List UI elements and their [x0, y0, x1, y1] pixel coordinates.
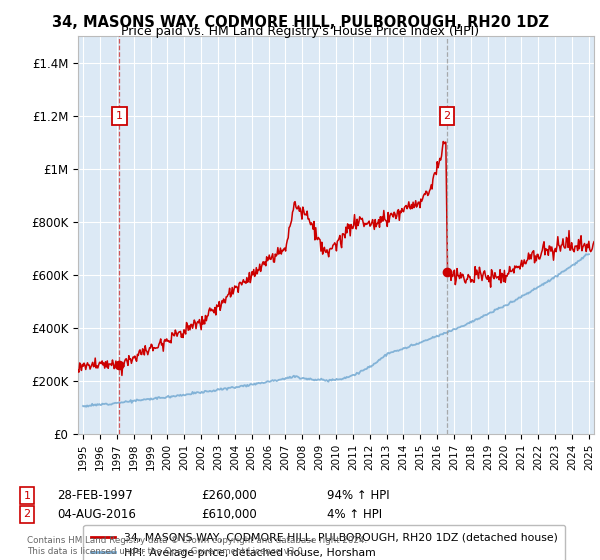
Text: 28-FEB-1997: 28-FEB-1997: [57, 489, 133, 502]
Text: 1: 1: [116, 111, 123, 121]
Text: 2: 2: [443, 111, 451, 121]
Text: Price paid vs. HM Land Registry's House Price Index (HPI): Price paid vs. HM Land Registry's House …: [121, 25, 479, 38]
Text: 2: 2: [23, 509, 31, 519]
Text: Contains HM Land Registry data © Crown copyright and database right 2024.
This d: Contains HM Land Registry data © Crown c…: [27, 536, 367, 556]
Text: 34, MASONS WAY, CODMORE HILL, PULBOROUGH, RH20 1DZ: 34, MASONS WAY, CODMORE HILL, PULBOROUGH…: [52, 15, 548, 30]
Text: 94% ↑ HPI: 94% ↑ HPI: [327, 489, 389, 502]
Text: £610,000: £610,000: [201, 507, 257, 521]
Legend: 34, MASONS WAY, CODMORE HILL, PULBOROUGH, RH20 1DZ (detached house), HPI: Averag: 34, MASONS WAY, CODMORE HILL, PULBOROUGH…: [83, 525, 565, 560]
Text: £260,000: £260,000: [201, 489, 257, 502]
Text: 04-AUG-2016: 04-AUG-2016: [57, 507, 136, 521]
Text: 4% ↑ HPI: 4% ↑ HPI: [327, 507, 382, 521]
Text: 1: 1: [23, 491, 31, 501]
